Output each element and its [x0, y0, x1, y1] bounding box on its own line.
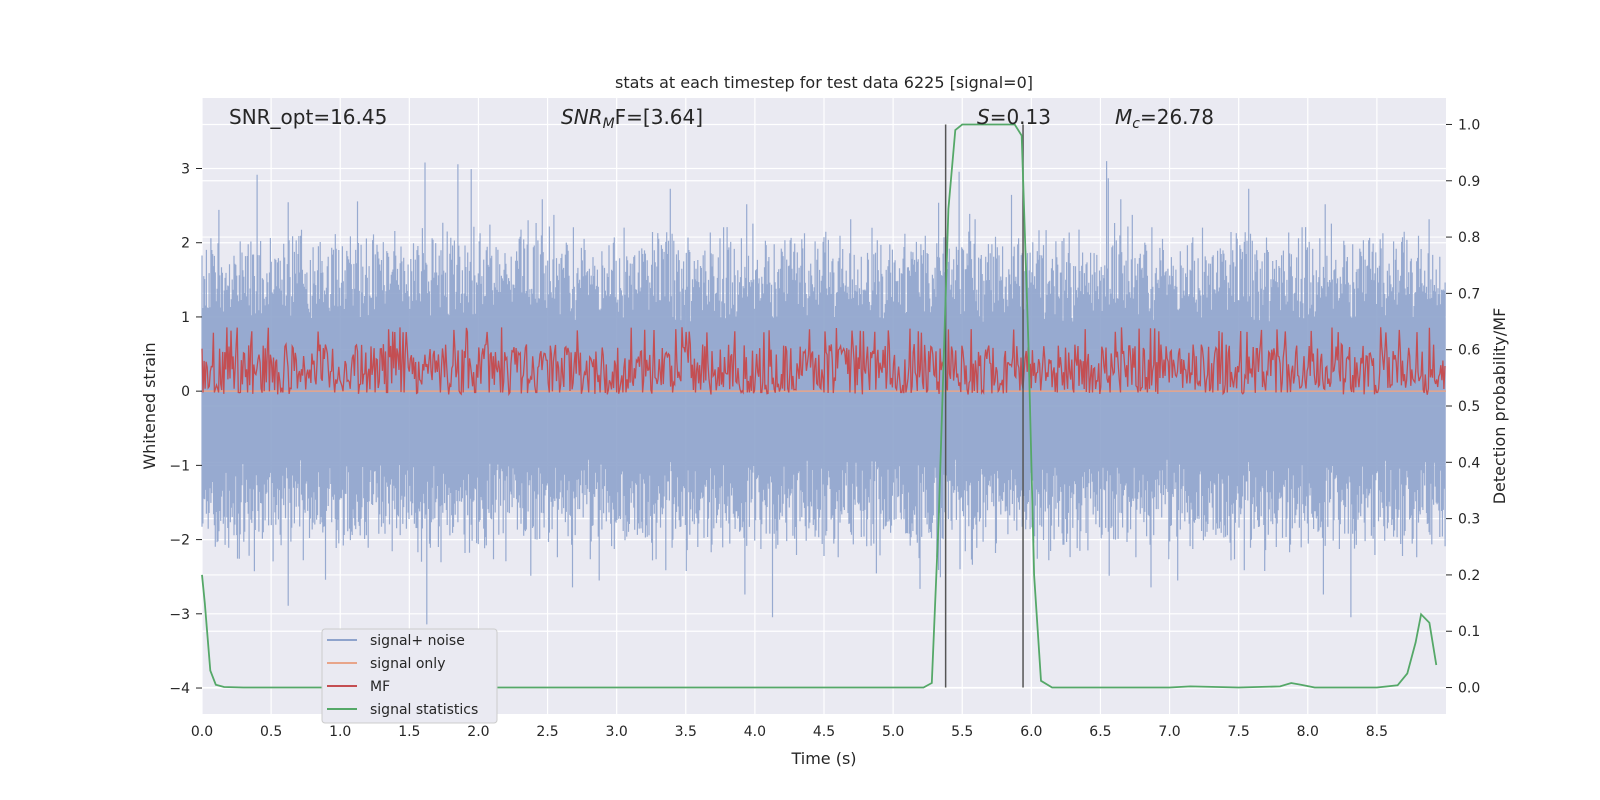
x-tick-label: 8.0	[1297, 724, 1319, 740]
right-y-tick-label: 1.0	[1458, 117, 1480, 133]
right-y-tick-label: 0.1	[1458, 624, 1480, 640]
x-axis-label: Time (s)	[790, 749, 856, 768]
right-y-tick-label: 0.5	[1458, 399, 1480, 415]
legend-box	[321, 628, 498, 724]
snr-mf-value: F=[3.64]	[615, 105, 703, 129]
snr-mf-symbol: SNR	[561, 105, 603, 129]
left-y-tick-label: −3	[169, 607, 190, 623]
x-tick-label: 0.0	[191, 724, 213, 740]
mf-line	[201, 327, 1446, 397]
left-y-tick-label: 3	[181, 162, 190, 178]
left-y-tick-label: −2	[169, 533, 190, 549]
mc-symbol: M	[1115, 105, 1132, 129]
s-value: =0.13	[990, 105, 1051, 129]
right-y-tick-label: 0.7	[1458, 286, 1480, 302]
mc-value: =26.78	[1140, 105, 1214, 129]
x-tick-label: 6.0	[1020, 724, 1042, 740]
x-tick-label: 6.5	[1089, 724, 1111, 740]
s-symbol: S	[977, 105, 990, 129]
chart-title: stats at each timestep for test data 622…	[615, 73, 1033, 92]
left-y-tick-label: 1	[181, 310, 190, 326]
left-y-tick-label: 2	[181, 236, 190, 252]
legend-label-mf: MF	[370, 679, 390, 695]
mf-series	[201, 327, 1446, 397]
x-tick-label: 1.5	[398, 724, 420, 740]
right-y-tick-label: 0.2	[1458, 568, 1480, 584]
x-axis-ticks: 0.0 0.5 1.0 1.5 2.0 2.5 3.0 3.5 4.0 4.5 5.0 5.5 6.0 6…	[191, 724, 1388, 740]
x-tick-label: 2.5	[536, 724, 558, 740]
legend-label-statistics: signal statistics	[370, 702, 478, 718]
snr-mf-annotation: SNRMF=[3.64]	[561, 105, 703, 132]
x-tick-label: 0.5	[260, 724, 282, 740]
x-tick-label: 8.5	[1366, 724, 1388, 740]
left-y-tick-label: 0	[181, 384, 190, 400]
right-y-tick-label: 0.6	[1458, 343, 1480, 359]
x-tick-label: 7.5	[1228, 724, 1250, 740]
right-y-tick-label: 0.9	[1458, 174, 1480, 190]
s-annotation: S=0.13	[977, 105, 1051, 129]
left-y-axis-ticks: −4 −3 −2 −1 0 1 2 3	[169, 162, 202, 697]
right-y-tick-label: 0.8	[1458, 230, 1480, 246]
snr-opt-annotation: SNR_opt=16.45	[229, 105, 387, 129]
snr-mf-subscript: M	[603, 116, 615, 132]
legend-label-noise: signal+ noise	[370, 633, 465, 649]
left-y-tick-label: −4	[169, 681, 190, 697]
right-y-axis-ticks: 0.0 0.1 0.2 0.3 0.4 0.5 0.6 0.7 0.8 0.9 1.0	[1446, 117, 1480, 697]
legend-label-signal-only: signal only	[370, 656, 445, 672]
x-tick-label: 7.0	[1158, 724, 1180, 740]
x-tick-label: 3.5	[675, 724, 697, 740]
mc-annotation: Mc=26.78	[1115, 105, 1214, 132]
x-tick-label: 2.0	[467, 724, 489, 740]
x-tick-label: 1.0	[329, 724, 351, 740]
left-y-axis-label: Whitened strain	[140, 342, 159, 469]
event-markers	[944, 124, 1024, 688]
x-tick-label: 5.5	[951, 724, 973, 740]
mc-subscript: c	[1132, 116, 1140, 132]
legend: signal+ noise signal only MF signal stat…	[321, 628, 498, 724]
x-tick-label: 4.5	[813, 724, 835, 740]
right-y-tick-label: 0.0	[1458, 681, 1480, 697]
x-tick-label: 5.0	[882, 724, 904, 740]
right-y-tick-label: 0.4	[1458, 455, 1480, 471]
x-tick-label: 4.0	[744, 724, 766, 740]
right-y-tick-label: 0.3	[1458, 512, 1480, 528]
right-y-axis-label: Detection probability/MF	[1490, 308, 1509, 505]
x-tick-label: 3.0	[606, 724, 628, 740]
left-y-tick-label: −1	[169, 458, 190, 474]
